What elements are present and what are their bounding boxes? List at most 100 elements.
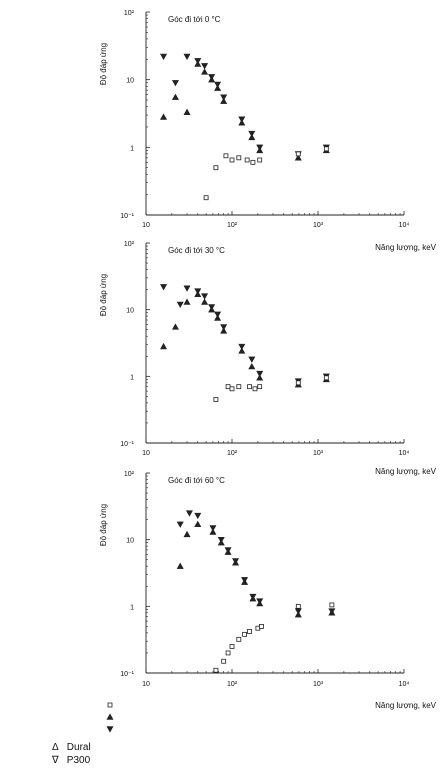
y-tick-label: 10 (126, 78, 134, 85)
data-point-triangle-down (209, 525, 217, 532)
legend-dural-label: Dural (66, 742, 91, 753)
data-point-square (323, 146, 329, 152)
x-tick-label: 10³ (313, 681, 324, 688)
legend-p300-label: P300 (66, 755, 91, 766)
data-point-triangle-down (201, 63, 209, 70)
data-point-square (252, 386, 258, 392)
legend-marker-triangle-down (106, 726, 114, 733)
data-point-triangle-up (194, 60, 202, 67)
data-point-triangle-up (160, 113, 168, 120)
data-point-square (203, 195, 209, 201)
data-point-triangle-down (171, 80, 179, 87)
data-point-square (236, 155, 242, 161)
y-tick-label: 1 (130, 604, 134, 611)
data-point-triangle-down (248, 130, 256, 138)
data-point-triangle-down (238, 343, 246, 351)
data-point-square (259, 624, 264, 629)
chart-title: Góc đi tới 0 °C (168, 15, 221, 24)
data-point-triangle-up (256, 599, 264, 607)
data-point-triangle-down (160, 53, 168, 61)
y-tick-label: 10 (126, 538, 134, 545)
data-point-triangle-down (201, 293, 209, 300)
chart-title: Góc đi tới 60 °C (168, 476, 225, 485)
x-tick-label: 10 (142, 450, 150, 457)
data-point-square (323, 375, 329, 381)
data-point-triangle-up (214, 84, 222, 91)
data-point-square (229, 644, 235, 649)
data-point-triangle-down (220, 324, 228, 331)
data-point-triangle-up (183, 298, 191, 305)
x-tick-label: 10 (142, 222, 150, 229)
data-point-triangle-up (171, 93, 179, 100)
y-axis-label: Độ đáp ứng (99, 43, 108, 85)
y-tick-label: 10⁻¹ (120, 671, 134, 678)
data-point-triangle-up (248, 133, 256, 141)
data-point-triangle-up (217, 539, 225, 546)
data-point-square (242, 631, 247, 637)
data-point-triangle-up (214, 314, 222, 321)
y-tick-label: 1 (130, 374, 134, 381)
data-point-triangle-up (201, 298, 209, 305)
y-tick-label: 10 (126, 308, 134, 315)
data-point-triangle-up (294, 154, 302, 161)
data-point-square (223, 153, 229, 159)
data-point-triangle-up (238, 119, 246, 126)
y-tick-label: 10⁻¹ (120, 441, 134, 448)
y-tick-label: 10² (124, 241, 135, 248)
chart-panel-2: 10 10² 10³ 10⁴ 10⁻¹ 1 10 10² Góc đi tới 30 °C Độ … (99, 241, 437, 476)
data-point-square (221, 658, 227, 664)
legend-marker-triangle-up (106, 713, 114, 720)
data-point-triangle-down (248, 356, 256, 363)
y-axis-label: Độ đáp ứng (99, 274, 108, 316)
data-point-triangle-down (160, 284, 168, 291)
x-tick-label: 10³ (313, 450, 324, 457)
data-point-triangle-up (183, 530, 191, 538)
data-point-triangle-up (176, 562, 184, 569)
data-point-square (229, 386, 235, 392)
y-axis-label: Độ đáp ứng (99, 504, 108, 546)
data-point-triangle-up (194, 520, 202, 528)
data-point-triangle-up (328, 609, 336, 616)
legend-p300: ∇ P300 (52, 755, 90, 766)
x-axis-label: Năng lượng, keV (375, 701, 437, 710)
data-point-triangle-up (194, 290, 202, 298)
chart-panel-3: 10 10² 10³ 10⁴ 10⁻¹ 1 10 10² Góc đi tới 60 °C Độ … (99, 471, 437, 710)
x-tick-label: 10² (227, 681, 238, 688)
x-tick-label: 10 (142, 681, 150, 688)
data-point-square (247, 384, 252, 390)
data-point-triangle-up (249, 595, 257, 602)
data-point-square (213, 165, 219, 171)
data-point-triangle-up (241, 578, 249, 585)
legend-p300-symbol: ∇ (52, 755, 59, 766)
y-tick-label: 10² (124, 10, 135, 17)
data-point-square (257, 157, 263, 163)
data-point-triangle-up (238, 347, 246, 354)
data-point-square (244, 157, 250, 163)
x-axis-label: Năng lượng, keV (375, 467, 437, 476)
x-tick-label: 10⁴ (399, 681, 410, 688)
y-tick-label: 1 (130, 145, 134, 152)
data-point-triangle-down (183, 285, 191, 292)
chart-panel-1: 10 10² 10³ 10⁴ 10⁻¹ 1 10 10² Góc đi tới 0 °C Độ đ… (99, 10, 437, 252)
data-point-triangle-down (185, 510, 193, 517)
data-point-triangle-down (183, 53, 191, 61)
data-point-square (213, 667, 219, 673)
legend-dural: Δ Dural (52, 742, 91, 753)
y-tick-label: 10² (124, 471, 135, 478)
data-point-square (236, 384, 242, 390)
data-point-triangle-up (256, 146, 264, 154)
data-point-triangle-up (171, 323, 179, 330)
data-point-square (229, 157, 235, 163)
x-tick-label: 10² (227, 450, 238, 457)
data-point-square (225, 384, 231, 390)
data-point-triangle-up (208, 306, 216, 313)
data-point-triangle-up (220, 327, 228, 334)
data-point-triangle-up (208, 76, 216, 83)
data-point-triangle-down (256, 370, 264, 378)
data-point-triangle-down (194, 512, 202, 520)
data-point-triangle-up (209, 528, 217, 535)
data-point-square (329, 602, 335, 608)
x-tick-label: 10³ (313, 222, 324, 229)
data-point-triangle-up (183, 108, 191, 115)
